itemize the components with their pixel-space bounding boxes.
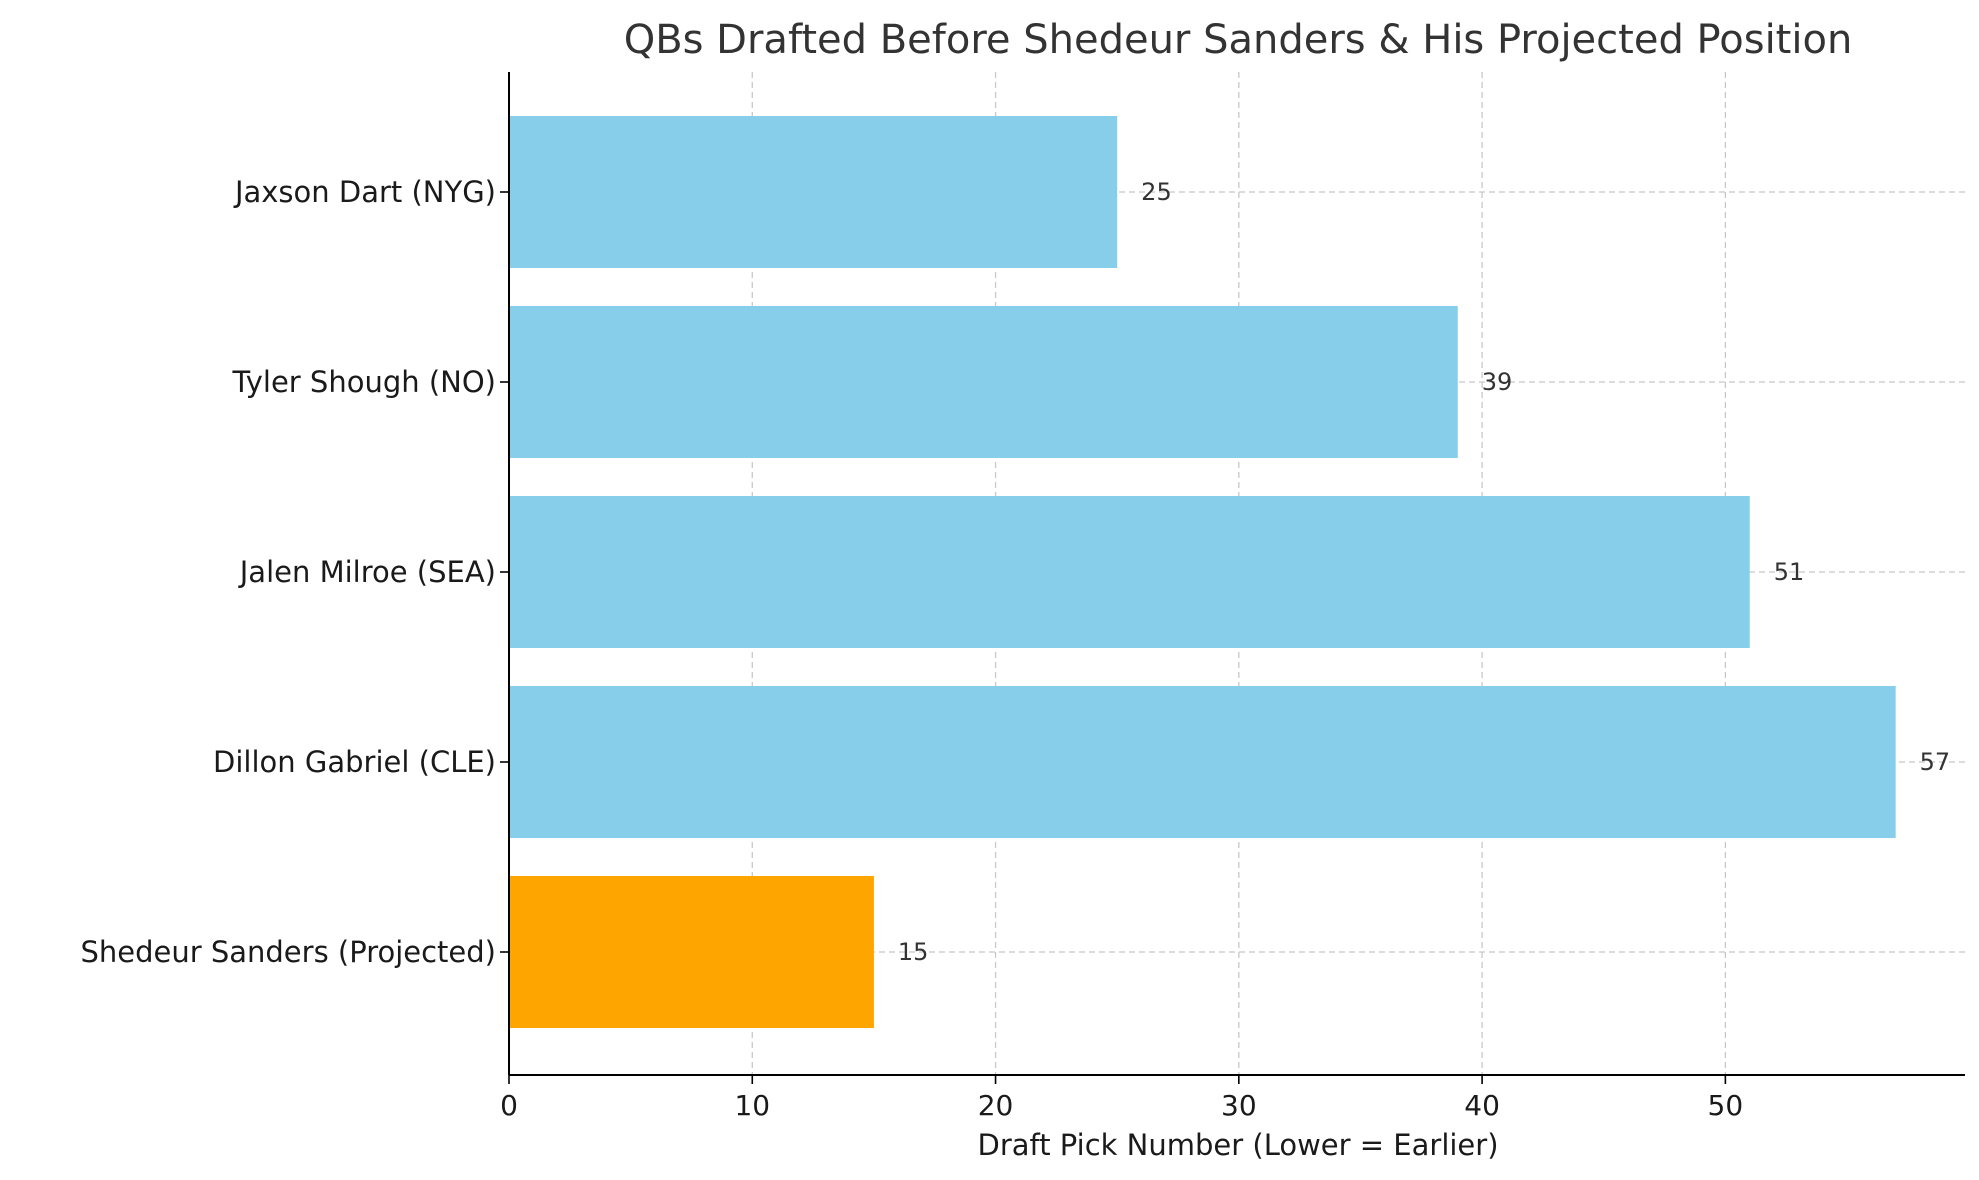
x-tick-label: 50 [1708, 1089, 1744, 1122]
bar-value-label: 25 [1141, 178, 1172, 206]
bar-value-label: 51 [1774, 558, 1805, 586]
category-label: Dillon Gabriel (CLE) [213, 745, 496, 779]
bar-value-label: 57 [1920, 748, 1951, 776]
x-tick-label: 40 [1464, 1089, 1500, 1122]
labels: 25 Jaxson Dart (NYG) 39 Tyler Shough (NO) 51… [80, 175, 1950, 1122]
bar [509, 116, 1118, 268]
bar-value-label: 15 [898, 938, 929, 966]
bars [509, 116, 1896, 1028]
category-label: Tyler Shough (NO) [232, 365, 496, 399]
bar [509, 686, 1896, 838]
axes [500, 72, 1965, 1084]
bar [509, 496, 1750, 648]
category-label: Jaxson Dart (NYG) [233, 175, 496, 209]
category-label: Jalen Milroe (SEA) [238, 555, 496, 589]
category-label: Shedeur Sanders (Projected) [80, 935, 496, 969]
x-tick-label: 0 [500, 1089, 518, 1122]
bar [509, 876, 874, 1028]
chart-title: QBs Drafted Before Shedeur Sanders & His… [624, 17, 1853, 63]
bar-value-label: 39 [1482, 368, 1513, 396]
x-tick-label: 30 [1221, 1089, 1257, 1122]
x-axis-label: Draft Pick Number (Lower = Earlier) [977, 1128, 1498, 1162]
bar [509, 306, 1458, 458]
x-tick-label: 20 [978, 1089, 1014, 1122]
x-tick-label: 10 [734, 1089, 770, 1122]
